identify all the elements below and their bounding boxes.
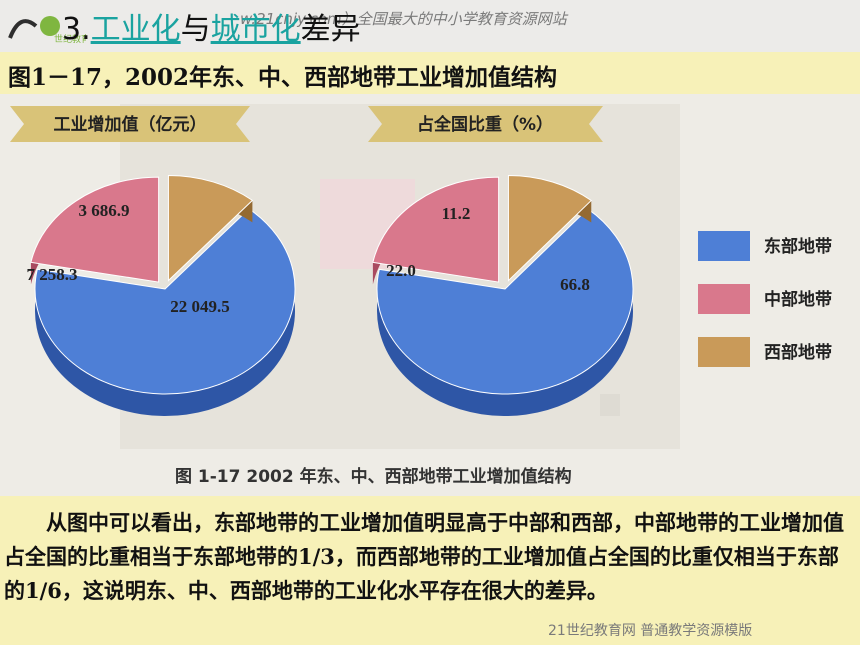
pie2-slice-east — [376, 208, 634, 395]
pie2-label-central: 22.0 — [386, 261, 416, 280]
ribbon-left: 工业增加值（亿元） — [10, 106, 250, 142]
pie1-slice-east — [34, 208, 296, 395]
pie-right: 66.8 22.0 11.2 — [372, 175, 634, 416]
link-urbanization[interactable]: 城市化 — [210, 12, 301, 47]
top-banner — [0, 0, 860, 52]
explanation-paragraph: 从图中可以看出，东部地带的工业增加值明显高于中部和西部，中部地带的工业增加值占全… — [4, 506, 856, 608]
pie1-slice-central — [30, 176, 160, 283]
link-industrialization[interactable]: 工业化 — [90, 12, 181, 47]
chart-title-right: 占全国比重（%） — [417, 114, 553, 135]
pie-left: 22 049.5 7 258.3 3 686.9 — [27, 175, 296, 416]
title-connector: 与 — [180, 12, 211, 47]
paragraph-text: 从图中可以看出，东部地带的工业增加值明显高于中部和西部，中部地带的工业增加值占全… — [4, 510, 844, 603]
watermark: w.21cnjy.com）全国最大的中小学教育资源网站 — [240, 10, 567, 28]
pie1-label-central: 7 258.3 — [27, 265, 78, 284]
logo-text: 世纪教育 — [54, 33, 86, 45]
legend-swatch-central — [698, 284, 750, 314]
legend: 东部地带 中部地带 西部地带 — [698, 231, 832, 367]
page-title: 3.工业化与城市化差异 — [62, 4, 361, 48]
title-end: 差异 — [300, 12, 361, 47]
figure-caption: 图 1-17 2002 年东、中、西部地带工业增加值结构 — [175, 466, 572, 487]
legend-label-west: 西部地带 — [764, 342, 832, 363]
pie-charts: 工业增加值（亿元） 占全国比重（%） 22 049.5 7 258.3 3 686.… — [0, 94, 860, 496]
ribbon-right: 占全国比重（%） — [368, 106, 603, 142]
legend-swatch-east — [698, 231, 750, 261]
pie2-label-west: 11.2 — [442, 204, 471, 223]
pie1-label-west: 3 686.9 — [79, 201, 130, 220]
section-number: 3. — [62, 12, 91, 47]
footer-brand: 21世纪教育网 普通教学资源模版 — [548, 623, 753, 639]
pie2-slice-west — [507, 175, 593, 282]
pie1-label-east: 22 049.5 — [170, 297, 230, 316]
pie1-slice-west — [167, 175, 254, 282]
chart-title-left: 工业增加值（亿元） — [54, 114, 207, 135]
pie2-slice-central — [372, 176, 500, 283]
pie2-label-east: 66.8 — [560, 275, 590, 294]
site-logo: 世纪教育 — [8, 16, 86, 45]
chart-figure: 工业增加值（亿元） 占全国比重（%） 22 049.5 7 258.3 3 686.… — [0, 94, 860, 496]
figure-subtitle: 图1－17，2002年东、中、西部地带工业增加值结构 — [8, 64, 558, 91]
legend-swatch-west — [698, 337, 750, 367]
legend-label-east: 东部地带 — [764, 236, 832, 257]
legend-label-central: 中部地带 — [764, 289, 832, 310]
